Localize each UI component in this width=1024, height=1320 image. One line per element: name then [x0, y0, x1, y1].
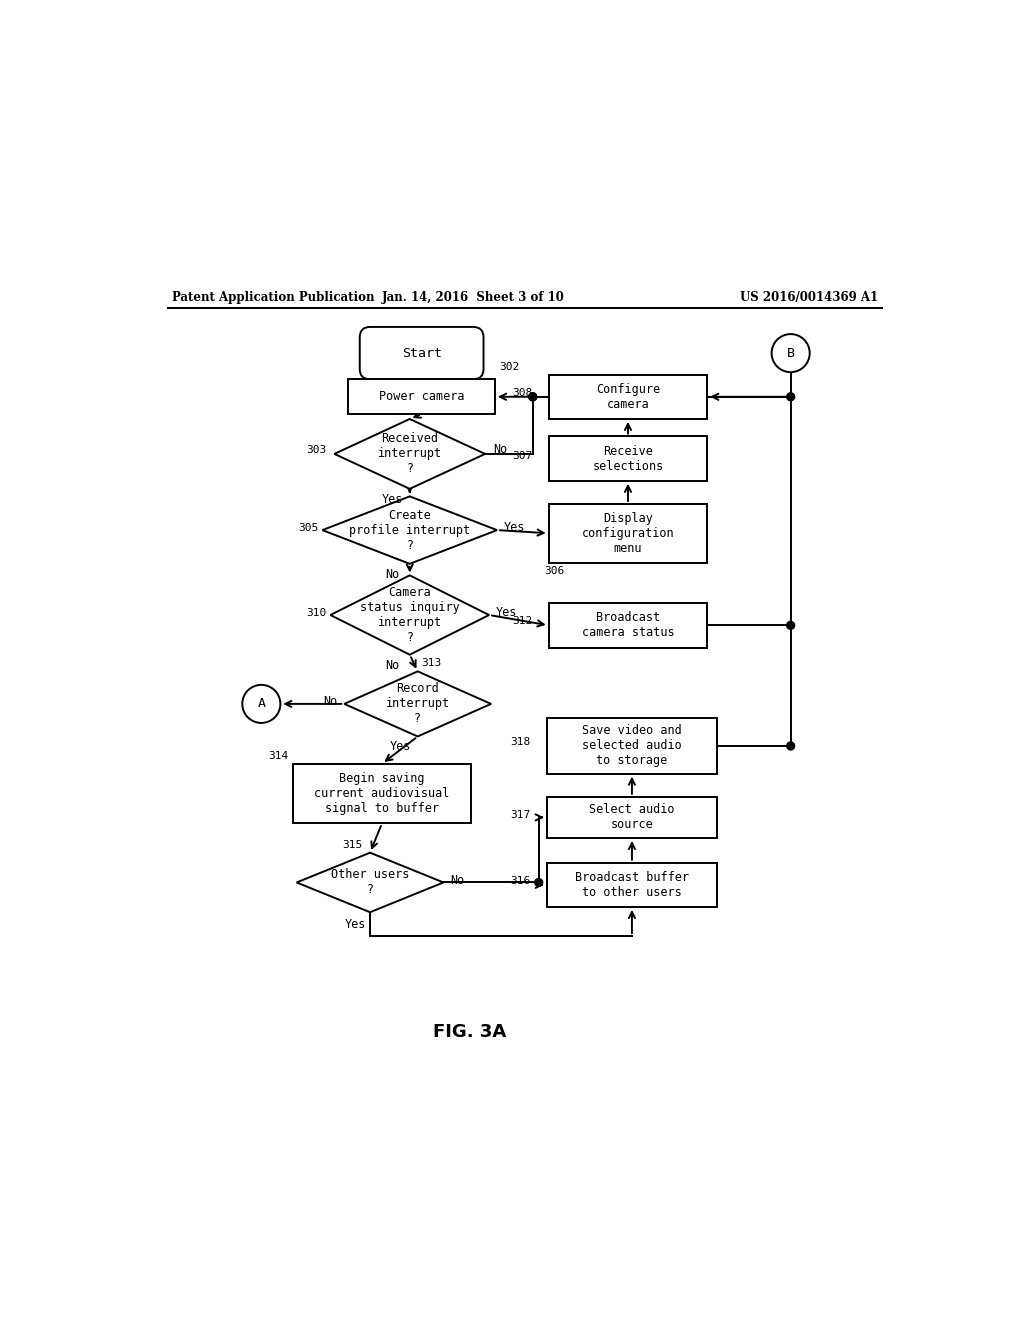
Text: Record
interrupt
?: Record interrupt ? — [386, 682, 450, 726]
Text: No: No — [494, 444, 507, 457]
Circle shape — [786, 742, 795, 750]
Text: Yes: Yes — [382, 492, 403, 506]
Text: Create
profile interrupt
?: Create profile interrupt ? — [349, 508, 470, 552]
Text: Save video and
selected audio
to storage: Save video and selected audio to storage — [582, 725, 682, 767]
Circle shape — [772, 334, 810, 372]
FancyBboxPatch shape — [547, 718, 717, 774]
FancyBboxPatch shape — [549, 504, 708, 562]
FancyBboxPatch shape — [348, 379, 495, 414]
Text: No: No — [385, 568, 399, 581]
Text: 318: 318 — [511, 737, 530, 747]
Text: Display
configuration
menu: Display configuration menu — [582, 512, 674, 554]
Circle shape — [786, 393, 795, 401]
Text: 307: 307 — [512, 451, 532, 461]
Text: Jan. 14, 2016  Sheet 3 of 10: Jan. 14, 2016 Sheet 3 of 10 — [382, 292, 564, 304]
Text: Yes: Yes — [345, 917, 367, 931]
Text: Configure
camera: Configure camera — [596, 383, 660, 411]
FancyBboxPatch shape — [359, 327, 483, 379]
Text: 313: 313 — [422, 659, 442, 668]
Text: 317: 317 — [511, 810, 530, 820]
Text: 306: 306 — [545, 565, 565, 576]
FancyBboxPatch shape — [549, 603, 708, 648]
Text: Start: Start — [401, 347, 441, 359]
Circle shape — [786, 622, 795, 630]
Text: Select audio
source: Select audio source — [589, 804, 675, 832]
Text: Power camera: Power camera — [379, 391, 464, 404]
Circle shape — [528, 393, 537, 401]
Text: FIG. 3A: FIG. 3A — [432, 1023, 506, 1040]
Circle shape — [535, 879, 543, 887]
Polygon shape — [323, 496, 497, 564]
Text: 312: 312 — [512, 616, 532, 627]
Text: US 2016/0014369 A1: US 2016/0014369 A1 — [739, 292, 878, 304]
Circle shape — [243, 685, 281, 723]
Text: Patent Application Publication: Patent Application Publication — [172, 292, 374, 304]
Text: Broadcast buffer
to other users: Broadcast buffer to other users — [574, 871, 689, 899]
Text: 305: 305 — [298, 523, 318, 533]
Text: 302: 302 — [499, 363, 519, 372]
Polygon shape — [344, 672, 492, 737]
Text: No: No — [385, 659, 399, 672]
Text: 314: 314 — [268, 751, 289, 760]
Text: 303: 303 — [306, 445, 327, 455]
Text: No: No — [450, 874, 464, 887]
Text: Other users
?: Other users ? — [331, 869, 410, 896]
Text: Yes: Yes — [504, 521, 524, 535]
Text: B: B — [786, 347, 795, 359]
Text: 310: 310 — [306, 607, 327, 618]
Text: Camera
status inquiry
interrupt
?: Camera status inquiry interrupt ? — [359, 586, 460, 644]
Text: Receive
selections: Receive selections — [592, 445, 664, 473]
FancyBboxPatch shape — [549, 437, 708, 480]
FancyBboxPatch shape — [547, 862, 717, 907]
Text: 308: 308 — [512, 388, 532, 397]
Text: 315: 315 — [342, 840, 362, 850]
FancyBboxPatch shape — [293, 764, 471, 824]
FancyBboxPatch shape — [547, 797, 717, 838]
Circle shape — [528, 393, 537, 401]
Text: Received
interrupt
?: Received interrupt ? — [378, 433, 441, 475]
Text: 316: 316 — [511, 876, 530, 886]
Text: Broadcast
camera status: Broadcast camera status — [582, 611, 674, 639]
Text: Begin saving
current audiovisual
signal to buffer: Begin saving current audiovisual signal … — [314, 772, 450, 814]
Polygon shape — [331, 576, 489, 655]
Text: Yes: Yes — [389, 741, 411, 754]
Polygon shape — [334, 418, 485, 488]
Text: Yes: Yes — [496, 606, 517, 619]
Text: No: No — [324, 696, 338, 708]
Polygon shape — [297, 853, 443, 912]
Text: A: A — [257, 697, 265, 710]
FancyBboxPatch shape — [549, 375, 708, 418]
